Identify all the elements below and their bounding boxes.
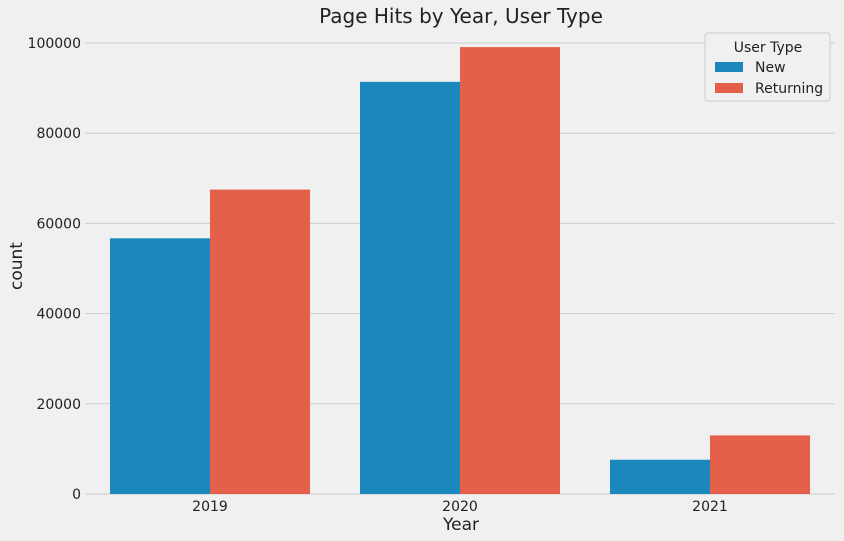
bar-returning-2019: [210, 189, 310, 495]
legend-swatch-returning: [715, 83, 743, 93]
legend-title: User Type: [734, 40, 803, 56]
legend-label: New: [755, 60, 786, 76]
bar-new-2019: [110, 238, 210, 494]
y-axis-label: count: [7, 242, 27, 290]
bar-returning-2021: [710, 435, 810, 494]
bar-returning-2020: [460, 47, 560, 495]
y-tick-label: 60000: [36, 216, 81, 232]
y-tick-label: 20000: [36, 397, 81, 413]
legend: User Type New Returning: [704, 32, 831, 102]
y-tick-label: 0: [72, 487, 81, 503]
chart-title: Page Hits by Year, User Type: [319, 4, 603, 28]
legend-label: Returning: [755, 81, 823, 97]
x-axis-ticks: 2019 2020 2021: [192, 499, 728, 515]
bar-new-2020: [360, 81, 460, 494]
y-axis-ticks: 0 20000 40000 60000 80000 100000: [28, 36, 81, 503]
y-tick-label: 80000: [36, 126, 81, 142]
bar-new-2021: [610, 459, 710, 494]
legend-items: New Returning: [715, 60, 823, 97]
bars: [110, 47, 810, 495]
x-tick-label: 2021: [692, 499, 728, 515]
x-tick-label: 2019: [192, 499, 228, 515]
y-tick-label: 40000: [36, 307, 81, 323]
x-axis-label: Year: [442, 515, 479, 535]
y-tick-label: 100000: [28, 36, 81, 52]
legend-swatch-new: [715, 62, 743, 72]
x-tick-label: 2020: [442, 499, 478, 515]
